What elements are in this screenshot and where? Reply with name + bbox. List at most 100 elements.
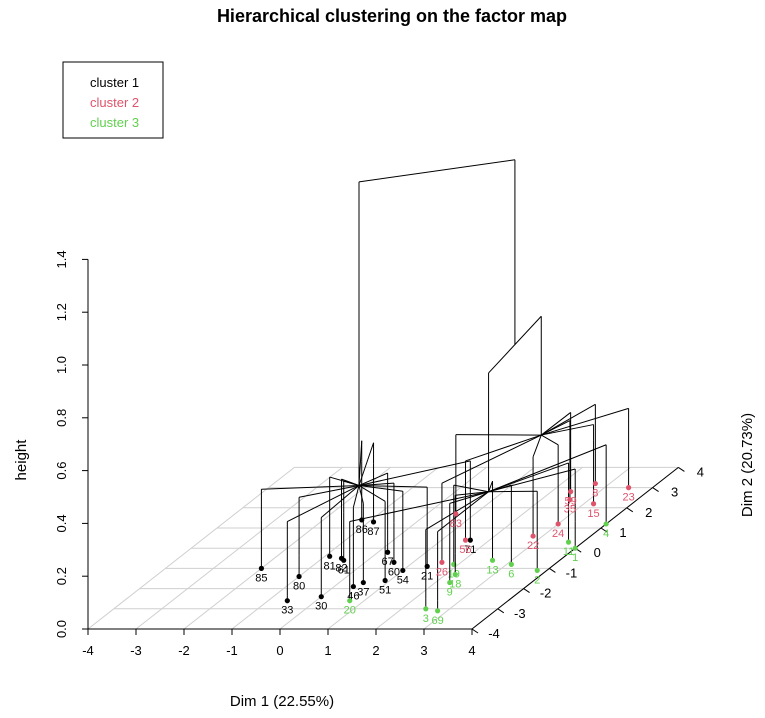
dendrogram-branch: [358, 485, 364, 504]
z-tick-label: 1.4: [54, 250, 69, 268]
x-axis-label: Dim 1 (22.55%): [230, 693, 334, 710]
point-label: 1: [572, 552, 578, 564]
dendrogram-branch: [465, 434, 542, 462]
point-label: 86: [356, 524, 368, 536]
dendrogram-branch: [358, 460, 471, 487]
point-label: 59: [565, 496, 577, 508]
point-label: 9: [447, 587, 453, 599]
dendrogram-branch: [488, 490, 538, 493]
dendrogram-branch: [349, 491, 489, 523]
data-point: [534, 567, 540, 574]
dendrogram-branch: [358, 485, 403, 492]
data-point: [382, 577, 388, 584]
point-label: 71: [464, 544, 476, 556]
point-label: 22: [527, 540, 539, 552]
y-tick: [626, 507, 634, 513]
point-label: 21: [421, 570, 433, 582]
point-label: 23: [622, 492, 634, 504]
point-label: 2: [534, 574, 540, 586]
z-tick-label: 1.2: [54, 303, 69, 321]
floor-grid: [87, 466, 679, 630]
x-tick-label: 2: [372, 643, 379, 658]
dendrogram-branch: [358, 159, 515, 183]
point-label: 3: [423, 613, 429, 625]
dendrogram-branch: [425, 491, 489, 531]
point-label: 69: [431, 615, 443, 627]
point-label: 30: [315, 601, 327, 613]
y-tick-label: -2: [540, 586, 552, 601]
y-tick: [523, 588, 530, 594]
data-point: [572, 545, 578, 551]
dendrogram-branch: [541, 407, 629, 436]
legend-entry-cluster-3: cluster 3: [90, 115, 139, 130]
y-tick: [497, 608, 505, 614]
point-label: 13: [486, 564, 498, 576]
dendrogram-branch: [541, 434, 559, 446]
data-point: [435, 608, 441, 614]
dendrogram: [260, 159, 630, 601]
y-tick-label: -1: [566, 565, 578, 580]
y-tick-label: 3: [671, 485, 678, 500]
dendrogram-branch: [320, 485, 360, 518]
dendrogram-branch: [541, 424, 594, 436]
point-label: 87: [367, 526, 379, 538]
x-tick-label: 0: [276, 643, 283, 658]
z-tick-label: 0.6: [54, 462, 69, 480]
y-tick: [600, 527, 608, 533]
data-point: [359, 517, 365, 523]
z-tick-label: 1.0: [54, 356, 69, 374]
data-point: [467, 537, 473, 543]
dendrogram-branch: [488, 480, 493, 492]
data-point: [350, 583, 356, 590]
x-tick-label: 4: [468, 643, 475, 658]
y-tick-label: 1: [619, 525, 626, 540]
data-point: [530, 533, 536, 539]
x-tick-label: -1: [226, 643, 238, 658]
data-point: [592, 480, 598, 487]
point-label: 85: [255, 572, 267, 584]
point-label: 11: [563, 546, 574, 558]
data-point: [391, 559, 397, 565]
data-point: [347, 598, 353, 604]
data-point: [439, 559, 445, 565]
dendrogram-branch: [298, 485, 360, 498]
dendrogram-branch: [453, 484, 489, 493]
x-tick-label: -3: [130, 643, 142, 658]
point-label: 83: [450, 518, 462, 530]
point-label: 61: [338, 564, 350, 576]
data-point: [555, 521, 561, 527]
y-tick: [471, 628, 479, 634]
z-tick-label: 0.4: [54, 514, 69, 532]
z-tick-label: 0.8: [54, 409, 69, 427]
legend-entry-cluster-2: cluster 2: [90, 95, 139, 110]
data-point: [423, 606, 429, 612]
dendrogram-branch: [488, 444, 607, 493]
chart-title: Hierarchical clustering on the factor ma…: [217, 6, 567, 26]
point-label: 80: [293, 580, 305, 592]
point-label: 60: [388, 566, 400, 578]
data-point: [590, 501, 597, 507]
point-label: 24: [552, 528, 564, 540]
y-tick-label: 0: [594, 545, 601, 560]
x-tick-label: 1: [324, 643, 331, 658]
x-tick-label: -4: [82, 643, 94, 658]
point-label: 8: [592, 488, 598, 500]
data-point: [284, 598, 290, 604]
point-label: 33: [281, 605, 293, 617]
point-label: 15: [587, 508, 599, 520]
dendrogram-branch: [261, 485, 360, 490]
dendrogram-branch: [541, 403, 596, 436]
data-point: [370, 519, 377, 525]
point-label: 26: [436, 566, 448, 578]
data-point: [452, 571, 458, 578]
point-label: 82: [335, 562, 347, 574]
data-point: [258, 565, 264, 572]
data-point: [360, 579, 366, 586]
point-label: 37: [357, 587, 369, 599]
data-point: [327, 553, 333, 559]
data-point: [447, 579, 453, 586]
y-tick-label: -3: [514, 606, 526, 621]
data-point: [453, 511, 459, 517]
